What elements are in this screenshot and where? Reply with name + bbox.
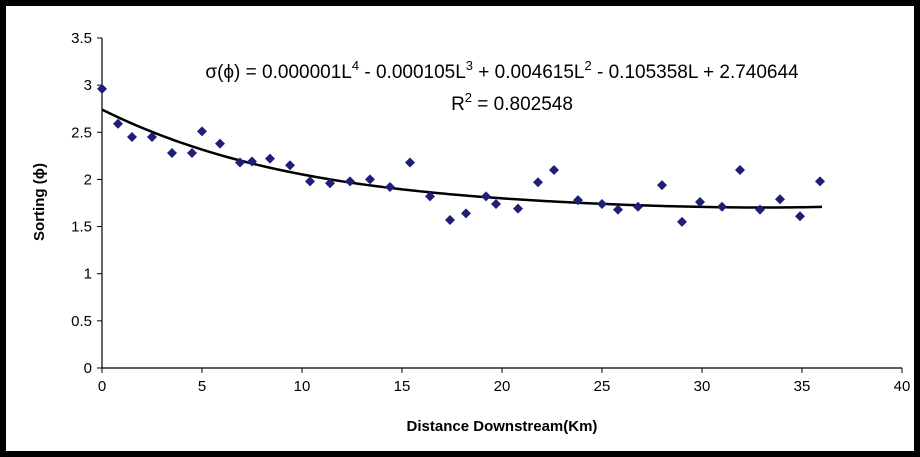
- data-point: [247, 156, 257, 167]
- data-point: [657, 180, 667, 191]
- data-point: [633, 201, 643, 212]
- data-points: [97, 83, 825, 227]
- data-point: [481, 191, 491, 202]
- y-tick-label: 1.5: [71, 219, 92, 236]
- data-point: [425, 191, 435, 202]
- data-point: [613, 204, 623, 215]
- data-point: [365, 174, 375, 185]
- data-point: [549, 165, 559, 175]
- data-point: [755, 204, 765, 215]
- x-axis-title: Distance Downstream(Km): [407, 418, 598, 435]
- data-point: [735, 165, 745, 175]
- data-point: [167, 148, 177, 159]
- data-point: [285, 160, 295, 171]
- data-point: [147, 132, 157, 142]
- x-tick-label: 0: [98, 378, 106, 395]
- data-point: [533, 177, 543, 188]
- data-point: [113, 118, 123, 129]
- tick-labels: 0 0.5 1 1.5 2 2.5 3 3.5 0 5 10 15 20 25 30 35 40: [71, 30, 910, 395]
- data-point: [461, 208, 471, 219]
- data-point: [513, 203, 523, 214]
- y-tick-label: 2: [84, 171, 92, 188]
- y-tick-label: 1: [84, 266, 92, 283]
- trendline-group: [101, 108, 823, 209]
- data-point: [305, 176, 315, 187]
- x-tick-label: 15: [394, 378, 411, 395]
- data-point: [235, 157, 245, 168]
- y-tick-label: 3: [84, 77, 92, 94]
- data-point: [491, 198, 501, 209]
- data-point: [187, 148, 197, 159]
- data-point: [127, 132, 137, 142]
- x-tick-label: 35: [794, 378, 811, 395]
- data-point: [795, 211, 805, 222]
- y-tick-label: 0.5: [71, 313, 92, 330]
- x-tick-label: 10: [294, 378, 311, 395]
- data-point: [265, 153, 275, 164]
- data-point: [385, 181, 395, 192]
- data-point: [573, 195, 583, 206]
- data-point: [717, 201, 727, 212]
- data-point: [345, 176, 355, 187]
- data-point: [405, 157, 415, 168]
- y-axis-title: Sorting (ϕ): [31, 163, 48, 241]
- x-tick-label: 30: [694, 378, 711, 395]
- y-tick-label: 3.5: [71, 30, 92, 47]
- data-point: [215, 138, 225, 149]
- data-point: [775, 194, 785, 205]
- data-point: [325, 178, 335, 189]
- data-point: [445, 214, 455, 225]
- x-tick-label: 5: [198, 378, 206, 395]
- data-point: [97, 83, 107, 94]
- axes: [97, 37, 903, 373]
- x-tick-label: 40: [894, 378, 911, 395]
- r-squared-label: R2 = 0.802548: [451, 90, 573, 115]
- data-point: [677, 216, 687, 227]
- x-tick-label: 25: [594, 378, 611, 395]
- data-point: [197, 126, 207, 137]
- y-tick-label: 0: [84, 360, 92, 377]
- data-point: [815, 176, 825, 187]
- trendline-equation: σ(ϕ) = 0.000001L4 - 0.000105L3 + 0.00461…: [205, 58, 799, 83]
- trendline: [101, 108, 823, 209]
- x-tick-label: 20: [494, 378, 511, 395]
- y-tick-label: 2.5: [71, 124, 92, 141]
- data-point: [597, 198, 607, 209]
- data-point: [695, 197, 705, 208]
